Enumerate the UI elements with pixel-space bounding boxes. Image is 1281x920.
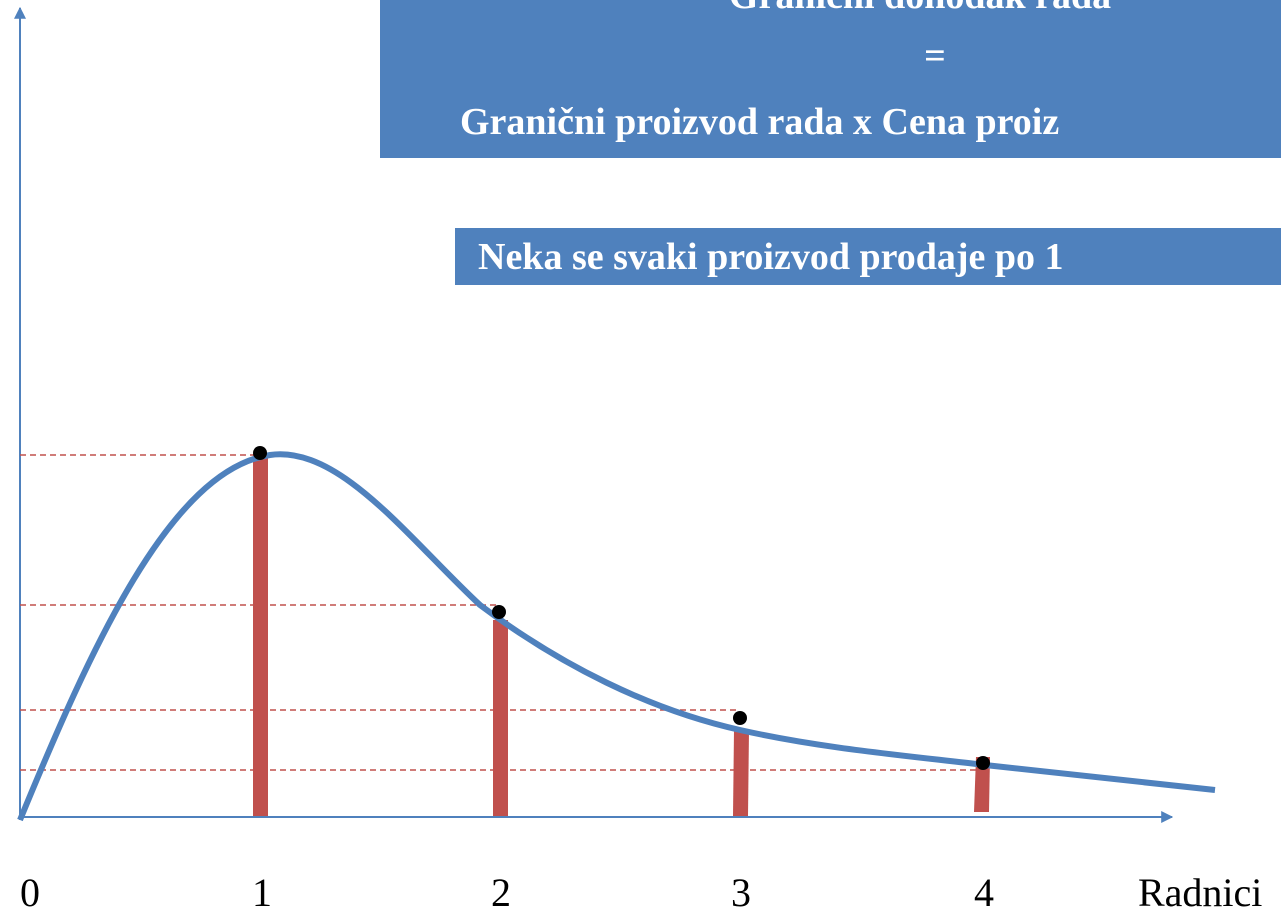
curve xyxy=(17,451,1216,822)
note-box xyxy=(455,228,1281,285)
x-label: 4 xyxy=(974,870,994,915)
x-label: 1 xyxy=(252,870,272,915)
x-label: 3 xyxy=(731,870,751,915)
formula-line: Granični proizvod rada x Cena proiz xyxy=(460,101,1059,143)
x-label: 0 xyxy=(20,870,40,915)
formula-line: = xyxy=(924,35,946,77)
bars xyxy=(253,455,990,816)
formula-line: Granični dohodak rada xyxy=(729,0,1111,17)
note-text: Neka se svaki proizvod prodaje po 1 xyxy=(478,236,1064,278)
points xyxy=(253,446,990,770)
x-title: Radnici xyxy=(1138,870,1262,915)
formula-box xyxy=(380,0,1281,158)
x-label: 2 xyxy=(491,870,511,915)
